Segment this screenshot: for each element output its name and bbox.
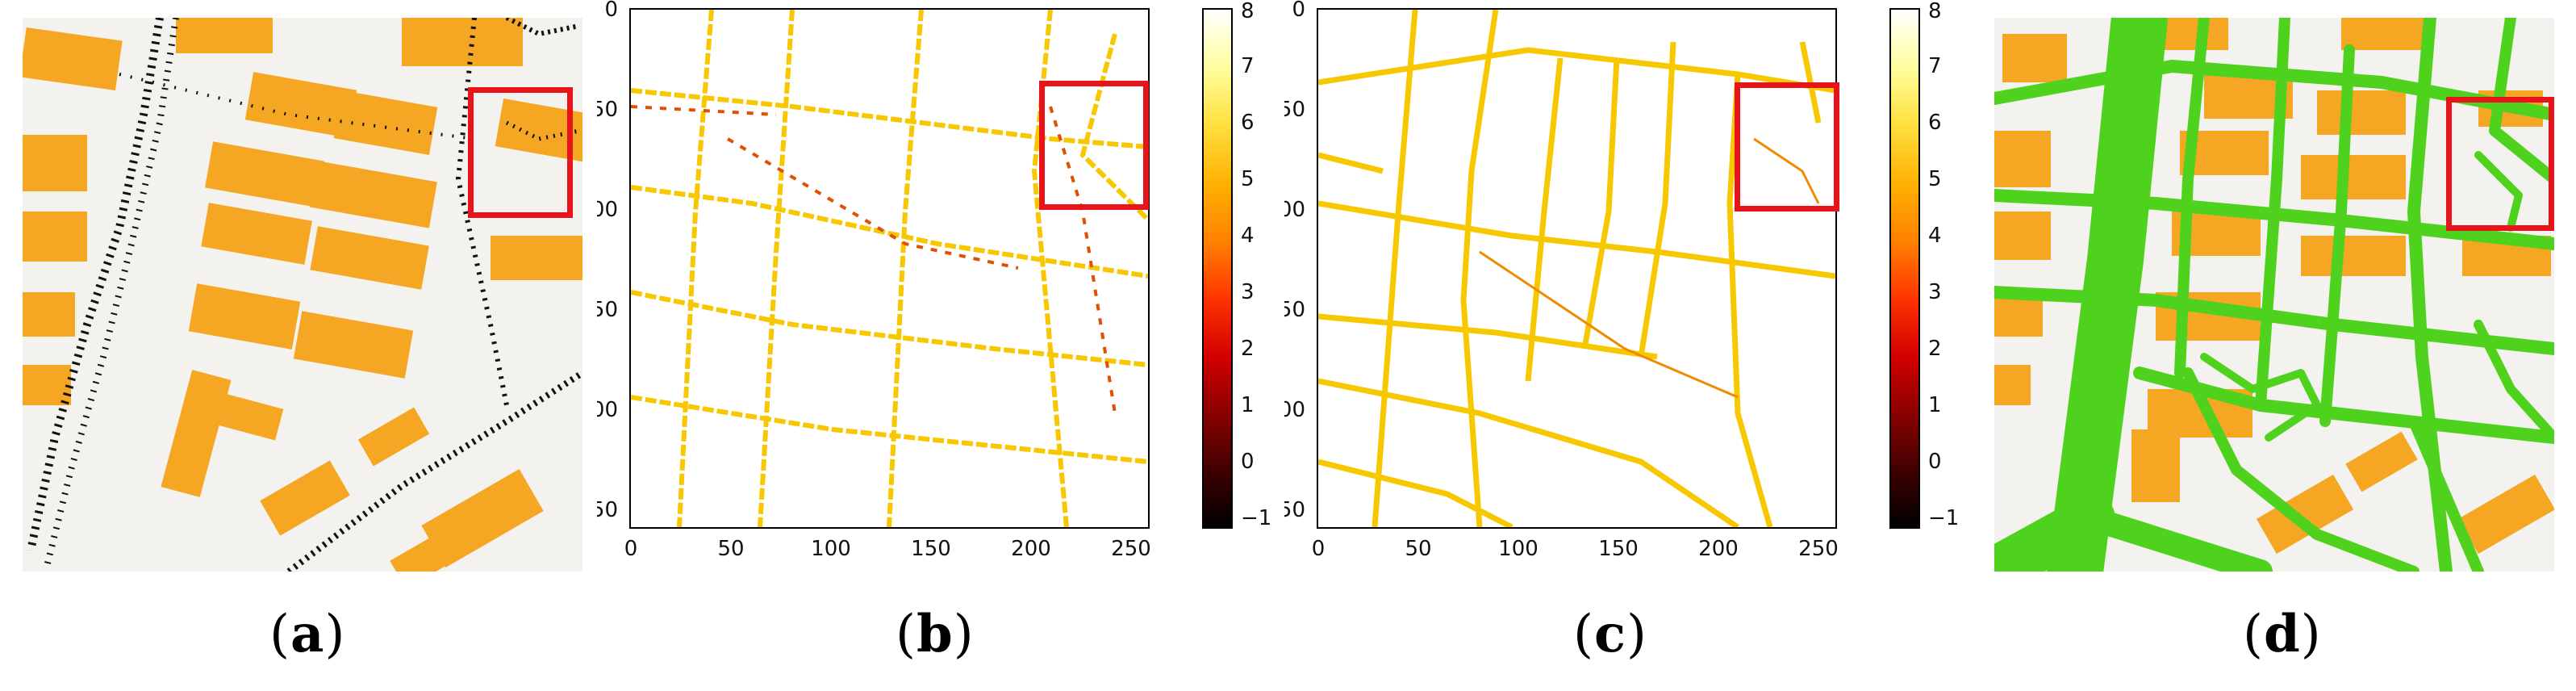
point-cloud-svg [23,18,582,572]
cbar-tick: 5 [1928,167,1942,191]
cbar-tick: −1 [1241,506,1271,530]
cbar-tick: 4 [1241,224,1255,248]
cbar-tick: 8 [1928,0,1942,23]
x-tick: 250 [1111,537,1151,561]
heatmap-b-svg [631,10,1148,527]
y-ticks-c: 0 50 100 150 200 250 [1284,0,1305,522]
x-tick: 150 [1598,537,1639,561]
edges-b-dark [631,105,1117,414]
roi-box-b [1039,81,1149,210]
cbar-tick: 8 [1241,0,1255,23]
cbar-tick: 2 [1928,337,1942,361]
cbar-tick: 7 [1928,54,1942,78]
x-tick: 50 [717,537,744,561]
cbar-tick: 3 [1241,280,1255,304]
x-tick: 0 [624,537,638,561]
edges-b [631,10,1148,527]
x-tick: 100 [1498,537,1539,561]
caption-a: (a) [269,604,346,664]
road-map [1994,18,2554,572]
cbar-tick: 6 [1241,111,1255,135]
axes-b: 0 50 100 150 200 250 0 50 100 150 200 25… [597,0,1151,561]
colorbar-1-ticks: 8 7 6 5 4 3 2 1 0 −1 [1241,0,1271,530]
colorbar-1 [1202,8,1233,529]
roads-d [1994,18,2554,572]
x-tick: 250 [1798,537,1839,561]
y-tick: 0 [1292,0,1305,22]
y-tick: 200 [597,398,618,422]
cbar-tick: 0 [1928,450,1942,474]
buildings-a [23,18,582,572]
heatmap-c [1317,8,1837,529]
y-tick: 50 [597,98,618,122]
cbar-tick: 1 [1241,393,1255,417]
point-scatter [27,18,582,572]
caption-c: (c) [1573,604,1647,664]
axes-c: 0 50 100 150 200 250 0 50 100 150 200 25… [1284,0,1839,561]
caption-letter: b [916,604,954,664]
cbar-tick: 2 [1241,337,1255,361]
x-tick: 200 [1698,537,1739,561]
cbar-tick: 1 [1928,393,1942,417]
cbar-tick: 4 [1928,224,1942,248]
cbar-tick: 0 [1241,450,1255,474]
x-tick: 200 [1011,537,1051,561]
roi-box-d [2446,97,2554,231]
x-tick: 100 [811,537,851,561]
x-tick: 50 [1405,537,1431,561]
y-tick: 200 [1284,398,1305,422]
y-tick: 100 [1284,198,1305,222]
y-tick: 100 [597,198,618,222]
cbar-tick: 3 [1928,280,1942,304]
road-map-svg [1994,18,2554,572]
caption-letter: d [2263,604,2301,664]
cbar-tick: 6 [1928,111,1942,135]
caption-letter: a [290,604,325,664]
y-tick: 150 [1284,298,1305,322]
heatmap-c-svg [1318,10,1835,527]
cbar-tick: 7 [1241,54,1255,78]
y-tick: 250 [1284,498,1305,522]
colorbar-2-ticks: 8 7 6 5 4 3 2 1 0 −1 [1928,0,1959,530]
caption-letter: c [1593,604,1626,664]
y-tick: 250 [597,498,618,522]
x-ticks-c: 0 50 100 150 200 250 [1312,537,1839,561]
edges-c [1318,10,1835,527]
y-tick: 150 [597,298,618,322]
y-tick: 0 [604,0,618,22]
x-tick: 0 [1312,537,1326,561]
colorbar-2 [1889,8,1920,529]
y-tick: 50 [1284,98,1305,122]
point-cloud-map [23,18,582,572]
roi-box-c [1735,82,1839,211]
cbar-tick: 5 [1241,167,1255,191]
x-tick: 150 [911,537,951,561]
heatmap-b [629,8,1150,529]
caption-b: (b) [896,604,975,664]
caption-d: (d) [2243,604,2322,664]
y-ticks-b: 0 50 100 150 200 250 [597,0,618,522]
edges-c-dark [1479,137,1820,399]
cbar-tick: −1 [1928,506,1959,530]
x-ticks-b: 0 50 100 150 200 250 [624,537,1151,561]
roi-box-a [468,87,573,218]
